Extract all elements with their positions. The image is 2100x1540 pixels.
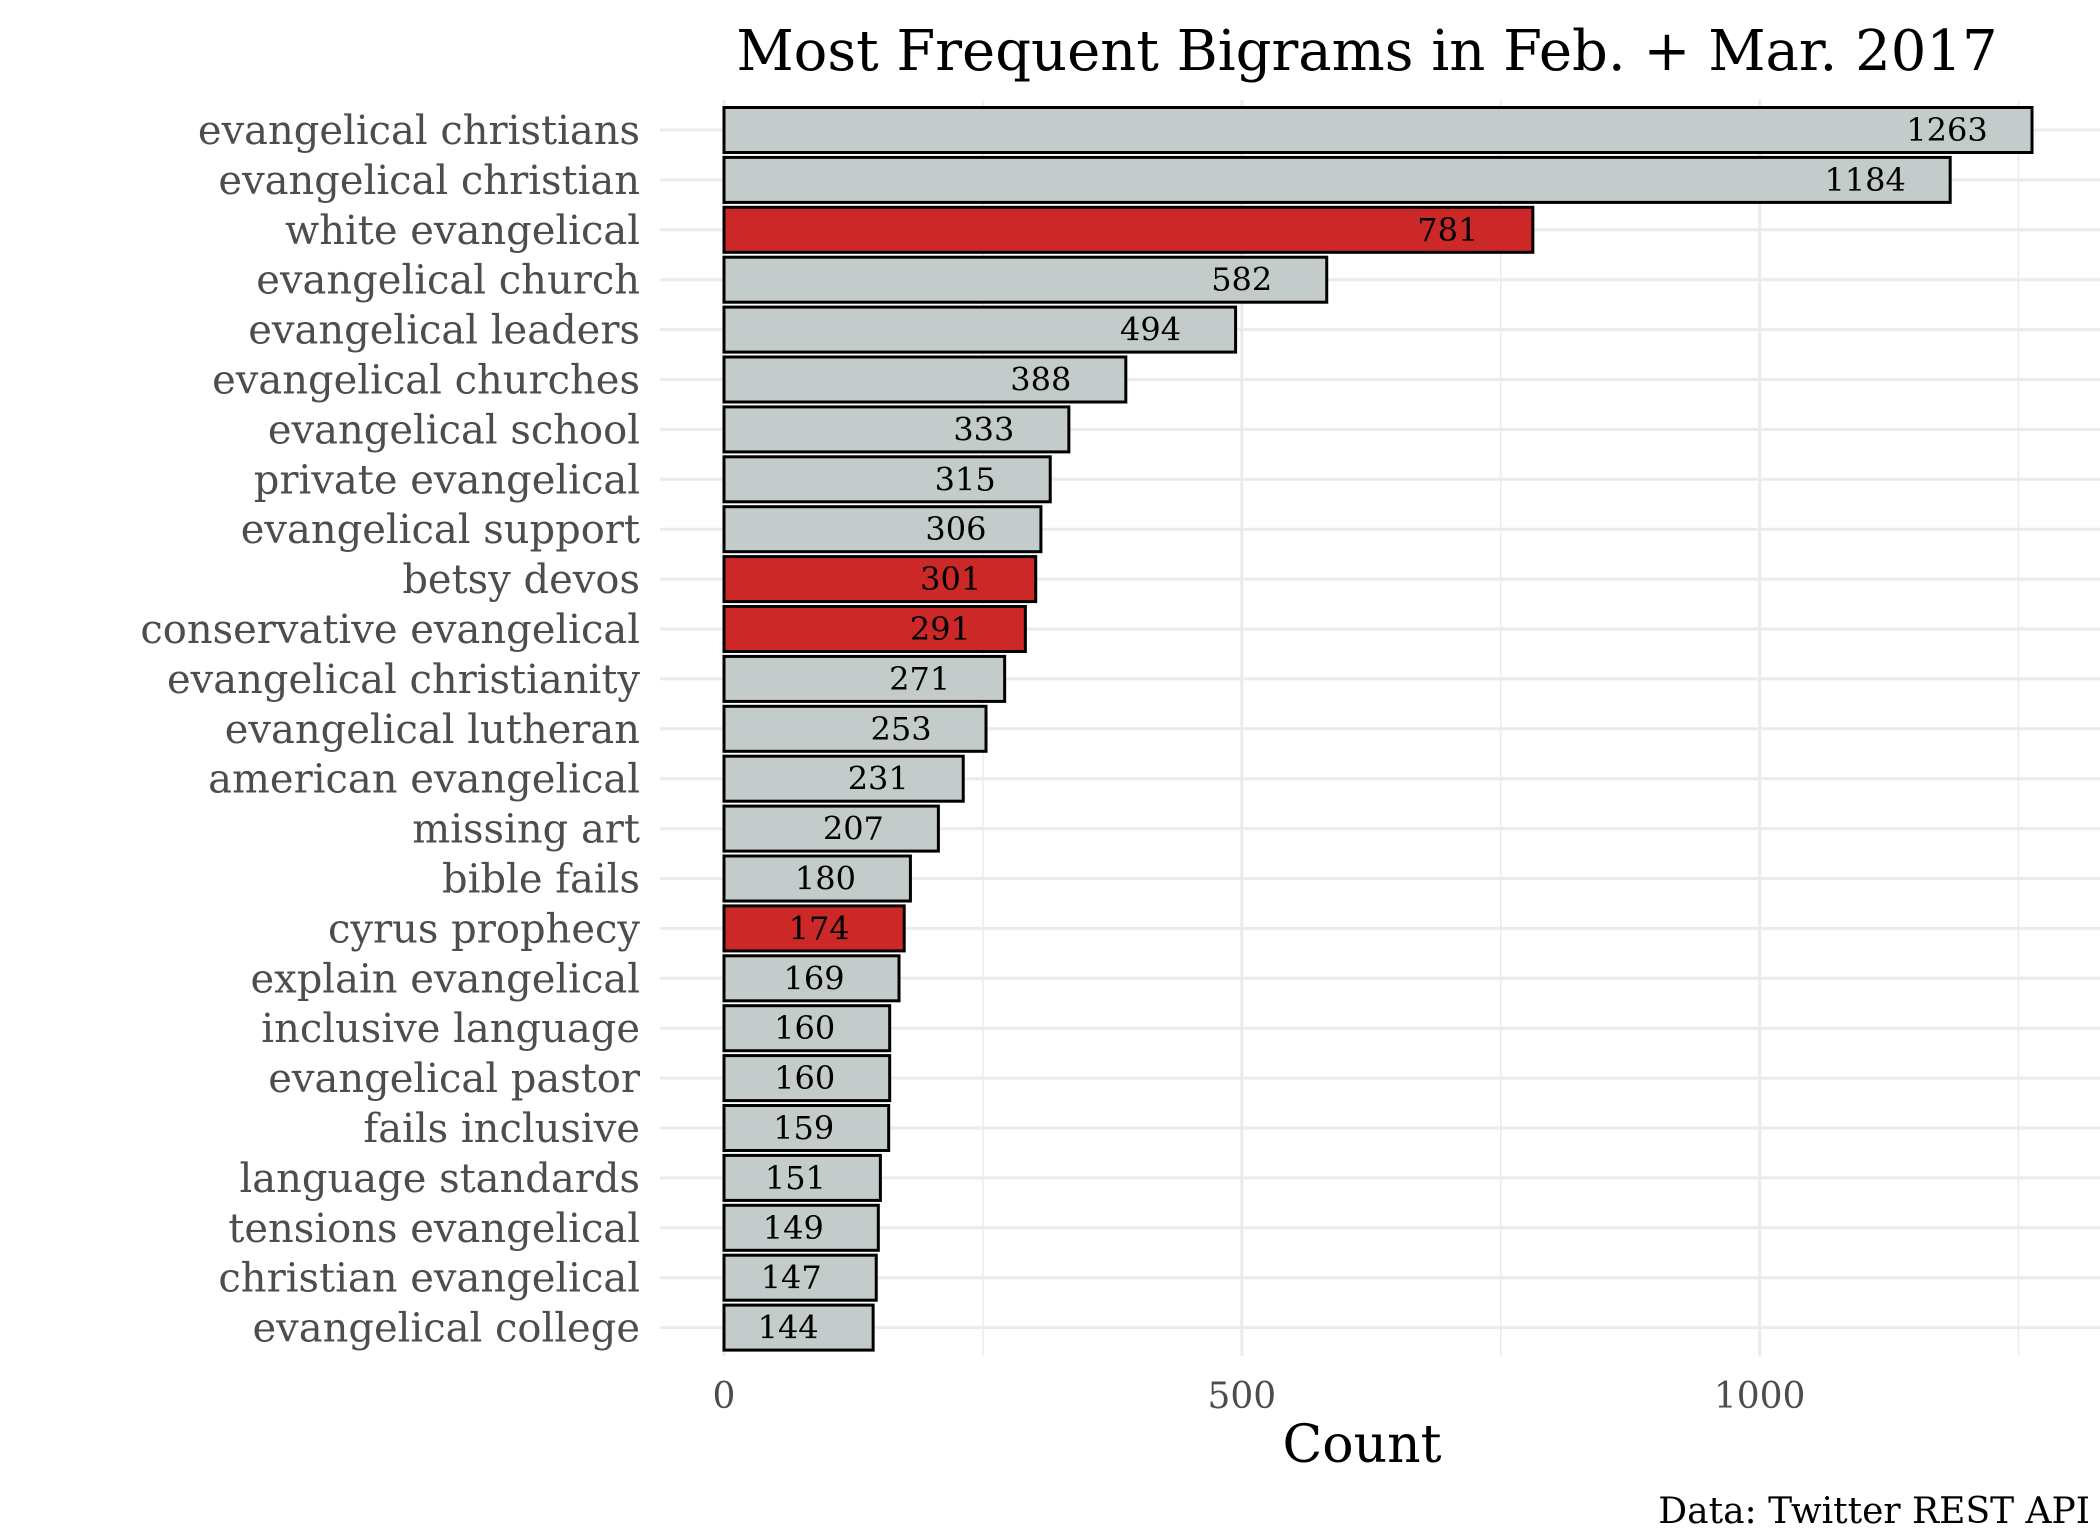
value-label: 1263 [1906,111,1987,149]
value-label: 169 [783,959,844,997]
category-label: evangelical christians [198,108,640,154]
bar [722,155,1952,204]
value-label: 306 [925,510,986,548]
bar [722,305,1238,354]
category-label: evangelical christian [218,158,640,204]
bar [722,1104,891,1152]
category-label: cyrus prophecy [328,906,640,952]
value-label: 494 [1120,311,1181,349]
chart-caption: Data: Twitter REST API [1658,1491,2090,1532]
value-label: 315 [935,460,996,498]
value-label: 1184 [1824,161,1905,199]
value-label: 151 [765,1159,826,1197]
bar [722,405,1071,454]
x-tick-label: 500 [1207,1376,1276,1417]
value-label: 160 [774,1009,835,1047]
value-label: 147 [761,1259,822,1297]
category-label: evangelical college [252,1306,640,1352]
bar [722,854,912,903]
value-label: 333 [953,410,1014,448]
category-label: christian evangelical [218,1256,640,1302]
value-label: 582 [1211,261,1272,299]
bar [722,804,940,853]
bar [722,505,1043,554]
category-label: evangelical pastor [268,1056,641,1102]
bar [722,355,1128,404]
category-label: conservative evangelical [140,607,640,653]
bar [722,255,1329,304]
value-label: 180 [795,860,856,898]
value-label: 253 [870,710,931,748]
category-label: evangelical christianity [167,657,640,703]
bar [722,754,965,803]
bar [722,1253,878,1302]
value-label: 160 [774,1059,835,1097]
bars [722,106,2034,1352]
category-label: evangelical lutheran [225,707,640,753]
category-label: fails inclusive [363,1106,640,1152]
bar [722,1203,880,1252]
x-tick-label: 0 [713,1376,736,1417]
category-label: explain evangelical [250,956,640,1002]
bar [722,455,1052,504]
value-label: 144 [758,1309,819,1347]
category-label: private evangelical [254,457,640,503]
category-label: evangelical school [268,407,640,453]
value-label: 231 [848,760,909,798]
bar [722,1054,892,1103]
value-label: 159 [773,1109,834,1147]
value-label: 174 [789,909,850,947]
category-label: evangelical support [241,507,640,553]
category-label: evangelical leaders [248,308,640,354]
bar [722,1004,892,1053]
x-axis-title: Count [1283,1415,1442,1475]
bar [722,1303,875,1352]
value-label: 301 [920,560,981,598]
bar [722,654,1007,703]
category-label: inclusive language [261,1006,640,1052]
x-axis-ticks: 0 500 1000 [713,1376,1806,1417]
category-label: betsy devos [402,557,640,603]
bar [722,954,901,1003]
bar [722,205,1535,254]
value-label: 271 [889,660,950,698]
category-label: american evangelical [208,757,640,803]
bar [722,555,1038,604]
bar [722,704,988,753]
chart-title: Most Frequent Bigrams in Feb. + Mar. 201… [736,19,1997,84]
category-label: language standards [239,1156,640,1202]
x-tick-label: 1000 [1714,1376,1806,1417]
value-label: 291 [910,610,971,648]
category-label: white evangelical [285,208,640,254]
value-label: 149 [763,1209,824,1247]
category-label: tensions evangelical [228,1206,640,1252]
category-label: bible fails [442,857,640,903]
bar [722,605,1027,653]
value-label: 207 [823,810,884,848]
bar [722,1153,882,1202]
value-label: 781 [1417,211,1478,249]
bar [722,106,2034,154]
category-label: evangelical churches [212,358,640,404]
category-label: evangelical church [256,258,640,304]
category-label: missing art [412,807,640,853]
bar [722,904,906,953]
value-label: 388 [1010,361,1071,399]
